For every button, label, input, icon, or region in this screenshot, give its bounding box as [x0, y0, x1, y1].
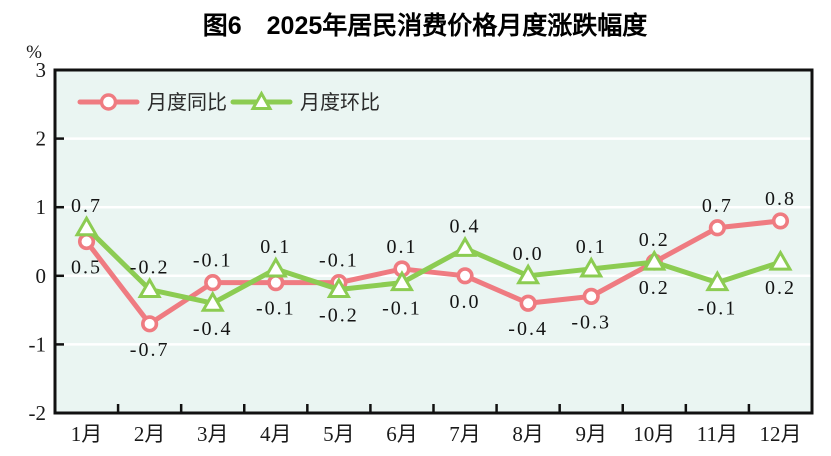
plot-background [53, 68, 814, 415]
marker-triangle [326, 277, 351, 299]
data-point-label: 0.5 [71, 257, 102, 279]
data-point-label: 0.1 [386, 236, 417, 258]
legend-label-mom: 月度环比 [300, 91, 380, 114]
marker-triangle [389, 270, 415, 292]
x-tick-label: 10月 [633, 422, 675, 446]
data-point-label: -0.2 [130, 257, 170, 279]
marker-circle [519, 294, 537, 312]
x-tick-label: 1月 [71, 422, 103, 446]
plot-area: 3 2 1 0 -1 -2 1月 2月 3月 4月 5月 6月 7月 8月 9月 10月 11月 12月 0.5 -0… [29, 58, 814, 446]
marker-triangle [705, 270, 730, 292]
data-point-label: 0.2 [639, 229, 670, 251]
data-point-label: 0.0 [513, 243, 544, 265]
legend-item-mom: 月度环比 [230, 90, 380, 114]
marker-triangle [74, 215, 99, 237]
data-point-label: -0.4 [193, 318, 233, 340]
data-point-label: 0.8 [765, 188, 796, 210]
legend-marker-triangle [250, 90, 273, 110]
marker-triangle [516, 263, 541, 285]
x-tick-label: 6月 [386, 422, 418, 446]
y-tick-label: 3 [36, 58, 47, 82]
y-tick-label: 2 [36, 127, 47, 151]
series-line-yoy [84, 218, 783, 327]
series-line-mom [84, 225, 783, 306]
x-tick-label: 12月 [759, 422, 801, 446]
legend-item-yoy: 月度同比 [77, 91, 227, 114]
y-axis-unit-label: % [26, 42, 42, 63]
marker-triangle [137, 277, 162, 299]
marker-circle [141, 315, 159, 333]
marker-circle [582, 287, 600, 305]
data-point-label: -0.1 [256, 298, 296, 320]
marker-triangle [200, 290, 225, 312]
data-point-label: -0.1 [382, 298, 422, 320]
marker-triangle [768, 249, 793, 271]
marker-triangle [642, 249, 667, 271]
y-tick-label: -2 [29, 401, 47, 425]
y-tick-label: 0 [36, 264, 47, 288]
x-tick-label: 2月 [134, 422, 166, 446]
x-tick-label: 11月 [697, 422, 738, 446]
marker-circle [708, 219, 726, 237]
legend: 月度同比 月度环比 [77, 90, 380, 114]
data-point-label: 0.7 [702, 195, 733, 217]
data-point-label: -0.7 [130, 339, 170, 361]
data-point-label: 0.7 [71, 195, 102, 217]
data-point-label: -0.1 [193, 250, 233, 272]
x-tick-label: 9月 [575, 422, 607, 446]
marker-circle [204, 274, 222, 292]
legend-marker-circle [99, 93, 118, 111]
y-tick-label: 1 [36, 195, 47, 219]
marker-triangle [452, 235, 478, 257]
marker-circle [77, 232, 96, 251]
data-point-label: -0.4 [508, 318, 548, 340]
data-point-label: -0.1 [698, 298, 738, 320]
data-point-label: 0.2 [639, 277, 670, 299]
x-tick-label: 8月 [512, 422, 544, 446]
data-point-label: 0.0 [450, 291, 481, 313]
data-point-label: 0.1 [260, 236, 291, 258]
data-point-label: 0.2 [765, 277, 796, 299]
chart-title: 图6 2025年居民消费价格月度涨跌幅度 [203, 11, 648, 40]
x-tick-label: 7月 [449, 422, 481, 446]
data-point-label: -0.2 [319, 305, 359, 327]
x-tick-label: 5月 [323, 422, 355, 446]
marker-triangle [579, 256, 604, 278]
data-point-label: 0.4 [450, 215, 481, 237]
x-tick-label: 3月 [197, 422, 229, 446]
y-tick-label: -1 [29, 332, 47, 356]
marker-circle [771, 212, 790, 230]
marker-triangle [263, 256, 288, 278]
data-point-label: -0.3 [571, 311, 611, 333]
legend-label-yoy: 月度同比 [147, 91, 227, 114]
data-point-label: -0.1 [319, 250, 359, 272]
marker-circle [267, 274, 285, 292]
marker-circle [456, 267, 474, 285]
data-point-label: 0.1 [576, 236, 607, 258]
x-tick-label: 4月 [260, 422, 292, 446]
